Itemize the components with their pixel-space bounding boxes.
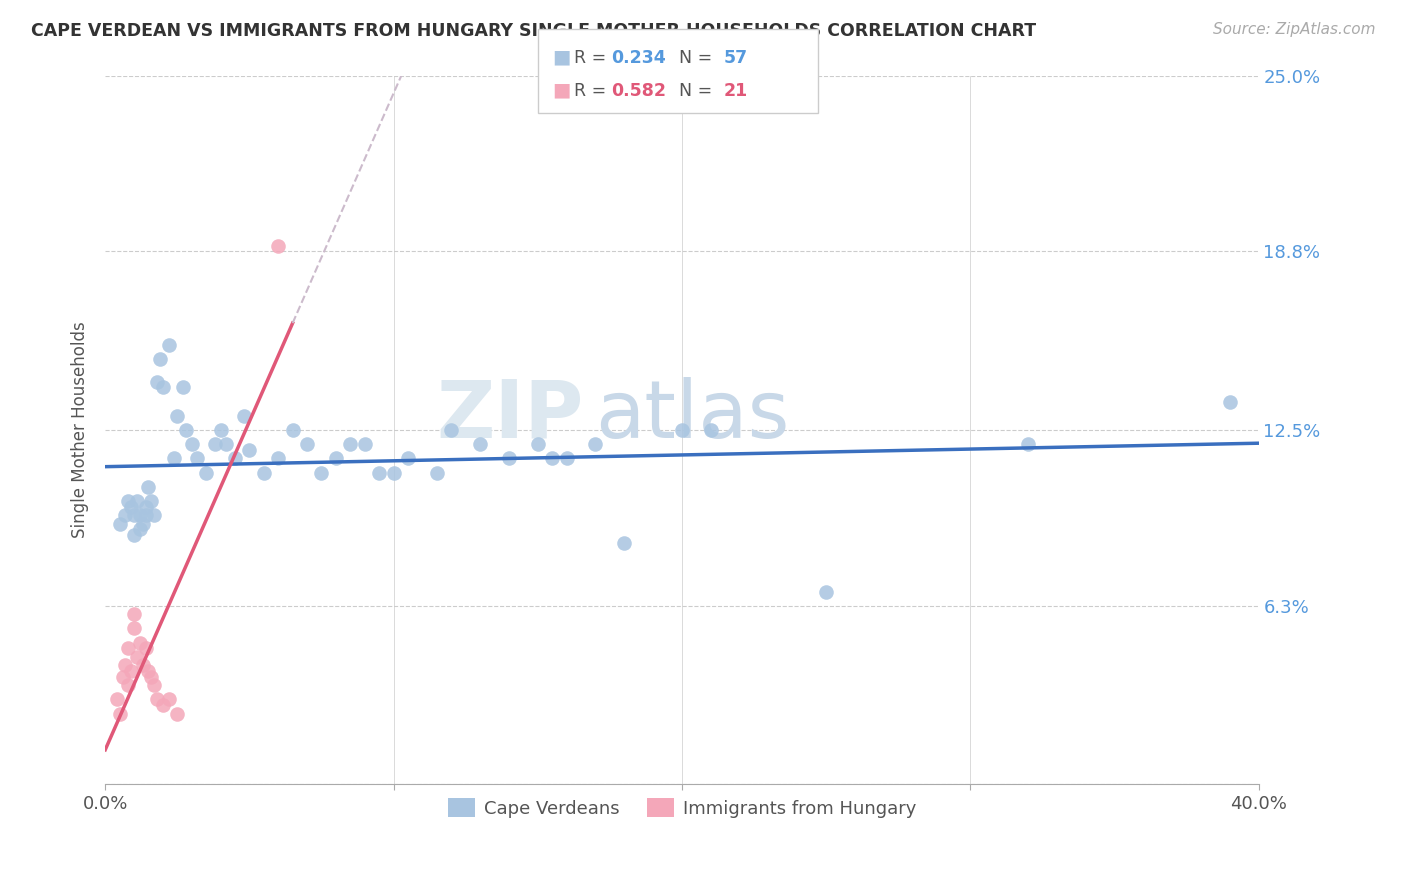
Point: [195, 466, 218, 480]
Text: Source: ZipAtlas.com: Source: ZipAtlas.com: [1212, 22, 1375, 37]
Point: [238, 442, 260, 457]
Point: [267, 238, 290, 252]
Point: [339, 437, 361, 451]
Point: [122, 528, 145, 542]
Text: 0.582: 0.582: [612, 82, 666, 100]
Point: [128, 508, 150, 522]
Point: [281, 423, 304, 437]
Text: 57: 57: [724, 49, 748, 67]
Point: [135, 500, 157, 514]
Text: ■: ■: [553, 80, 571, 99]
Point: [353, 437, 375, 451]
Point: [117, 678, 139, 692]
Legend: Cape Verdeans, Immigrants from Hungary: Cape Verdeans, Immigrants from Hungary: [440, 791, 924, 825]
Text: R =: R =: [574, 82, 612, 100]
Point: [138, 664, 160, 678]
Point: [146, 375, 169, 389]
Point: [135, 508, 157, 522]
Point: [108, 516, 131, 531]
Text: ■: ■: [553, 47, 571, 66]
Text: N =: N =: [668, 49, 717, 67]
Text: ZIP: ZIP: [437, 376, 583, 455]
Point: [117, 494, 139, 508]
Point: [117, 641, 139, 656]
Point: [186, 451, 208, 466]
Point: [613, 536, 636, 550]
Point: [141, 670, 163, 684]
Text: N =: N =: [668, 82, 717, 100]
Point: [111, 670, 134, 684]
Point: [152, 380, 174, 394]
Point: [815, 584, 838, 599]
Point: [671, 423, 693, 437]
Point: [125, 649, 148, 664]
Point: [122, 607, 145, 622]
Point: [122, 508, 145, 522]
Point: [174, 423, 197, 437]
Point: [108, 706, 131, 721]
Point: [120, 664, 142, 678]
Point: [166, 409, 188, 423]
Point: [1219, 394, 1241, 409]
Point: [122, 622, 145, 636]
Point: [146, 692, 169, 706]
Point: [149, 352, 172, 367]
Point: [152, 698, 174, 712]
Point: [526, 437, 548, 451]
Point: [180, 437, 202, 451]
Point: [215, 437, 238, 451]
Point: [157, 692, 180, 706]
Text: atlas: atlas: [595, 376, 790, 455]
Point: [396, 451, 419, 466]
Point: [141, 494, 163, 508]
Point: [143, 678, 166, 692]
Point: [426, 466, 449, 480]
Point: [468, 437, 491, 451]
Point: [105, 692, 128, 706]
Point: [311, 466, 333, 480]
Point: [128, 635, 150, 649]
Point: [253, 466, 276, 480]
Point: [368, 466, 391, 480]
Point: [232, 409, 254, 423]
Point: [172, 380, 194, 394]
Point: [114, 508, 136, 522]
Point: [440, 423, 463, 437]
Text: 0.234: 0.234: [612, 49, 666, 67]
Point: [114, 658, 136, 673]
Point: [209, 423, 232, 437]
Point: [700, 423, 723, 437]
Point: [204, 437, 226, 451]
Point: [131, 658, 153, 673]
Point: [295, 437, 318, 451]
Text: R =: R =: [574, 49, 612, 67]
Point: [163, 451, 186, 466]
Point: [583, 437, 606, 451]
Point: [224, 451, 246, 466]
Point: [143, 508, 166, 522]
Y-axis label: Single Mother Households: Single Mother Households: [72, 322, 89, 539]
Point: [325, 451, 347, 466]
Point: [128, 522, 150, 536]
Point: [541, 451, 564, 466]
Point: [125, 494, 148, 508]
Point: [166, 706, 188, 721]
Point: [555, 451, 578, 466]
Point: [120, 500, 142, 514]
Point: [135, 641, 157, 656]
Point: [267, 451, 290, 466]
Point: [157, 338, 180, 352]
Text: 21: 21: [724, 82, 748, 100]
Text: CAPE VERDEAN VS IMMIGRANTS FROM HUNGARY SINGLE MOTHER HOUSEHOLDS CORRELATION CHA: CAPE VERDEAN VS IMMIGRANTS FROM HUNGARY …: [31, 22, 1036, 40]
Point: [131, 516, 153, 531]
Point: [1017, 437, 1039, 451]
Point: [382, 466, 405, 480]
Point: [138, 480, 160, 494]
Point: [498, 451, 520, 466]
